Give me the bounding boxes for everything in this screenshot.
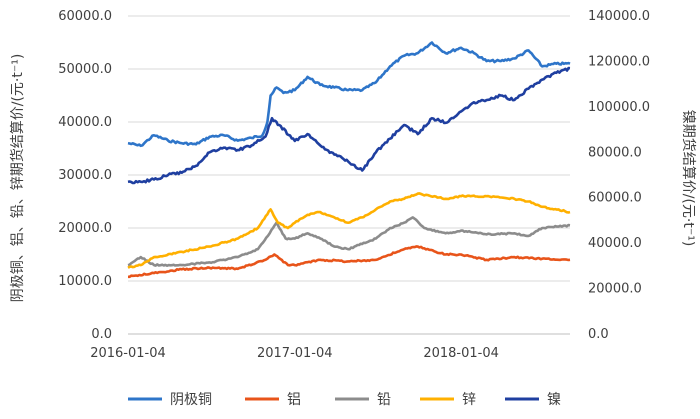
gridlines bbox=[128, 15, 570, 282]
x-tick-label: 2016-01-04 bbox=[90, 346, 166, 361]
left-tick-label: 20000.0 bbox=[58, 221, 112, 236]
right-axis-title: 镍期货结算价/(元·t⁻¹) bbox=[680, 110, 697, 247]
left-tick-label: 0.0 bbox=[91, 327, 112, 342]
left-tick-label: 10000.0 bbox=[58, 274, 112, 289]
left-axis-ticks: 0.0 10000.0 20000.0 30000.0 40000.0 50000.0 60… bbox=[58, 9, 112, 342]
legend-label: 铝 bbox=[287, 392, 301, 408]
right-tick-label: 140000.0 bbox=[588, 9, 650, 24]
series-line-1 bbox=[127, 41, 571, 148]
left-axis-title: 阴极铜、铝、铅、锌期货结算价/(元·t⁻¹) bbox=[9, 54, 26, 303]
series-lines bbox=[127, 41, 571, 279]
right-tick-label: 80000.0 bbox=[588, 145, 642, 160]
legend-label: 镍 bbox=[547, 392, 561, 408]
left-tick-label: 60000.0 bbox=[58, 9, 112, 24]
right-tick-label: 40000.0 bbox=[588, 236, 642, 251]
legend-label: 锌 bbox=[462, 392, 476, 408]
left-tick-label: 30000.0 bbox=[58, 168, 112, 183]
right-tick-label: 120000.0 bbox=[588, 54, 650, 69]
right-tick-label: 60000.0 bbox=[588, 191, 642, 206]
series-line-5 bbox=[127, 66, 571, 185]
legend: 阴极铜 铝 铅 锌 镍 bbox=[128, 392, 561, 408]
x-axis-ticks: 2016-01-04 2017-01-04 2018-01-04 bbox=[90, 346, 499, 361]
left-tick-label: 50000.0 bbox=[58, 62, 112, 77]
series-line-4 bbox=[127, 192, 571, 269]
series-line-2 bbox=[128, 245, 571, 279]
right-axis-ticks: 0.0 20000.0 40000.0 60000.0 80000.0 100000.0 1… bbox=[588, 9, 650, 342]
legend-label: 铅 bbox=[377, 392, 391, 408]
right-tick-label: 0.0 bbox=[588, 327, 609, 342]
series-line-3 bbox=[127, 216, 571, 267]
right-tick-label: 100000.0 bbox=[588, 100, 650, 115]
x-tick-label: 2018-01-04 bbox=[423, 346, 499, 361]
left-tick-label: 40000.0 bbox=[58, 115, 112, 130]
right-tick-label: 20000.0 bbox=[588, 282, 642, 297]
legend-label: 阴极铜 bbox=[170, 392, 212, 408]
x-tick-label: 2017-01-04 bbox=[257, 346, 333, 361]
